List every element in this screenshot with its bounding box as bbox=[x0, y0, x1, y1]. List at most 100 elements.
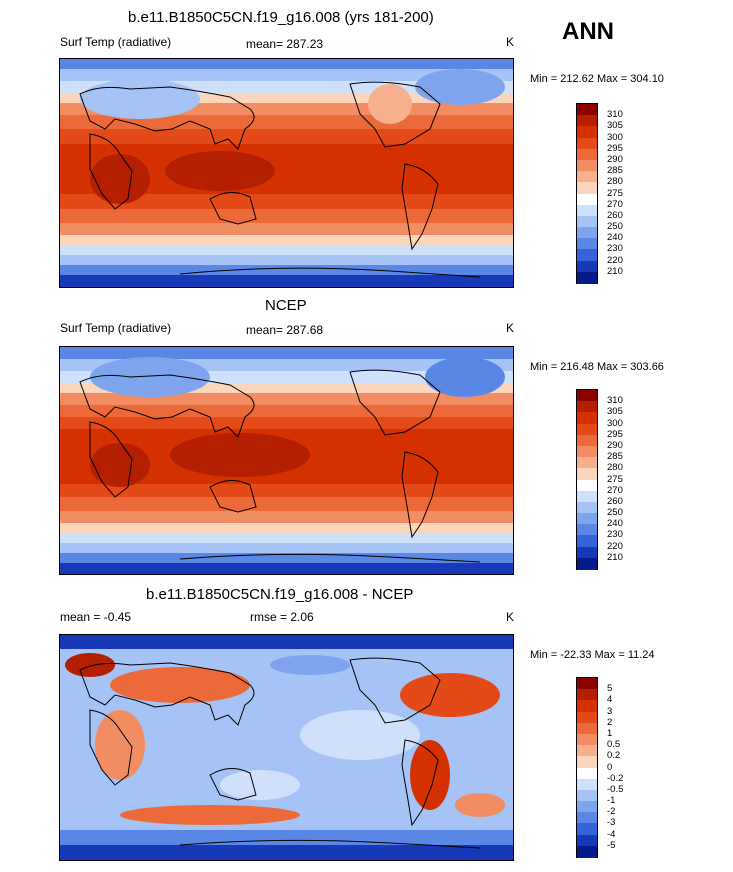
colorbar-tick-label: -2 bbox=[607, 807, 615, 817]
colorbar-swatch bbox=[577, 171, 597, 183]
colorbar-tick-label: 3 bbox=[607, 707, 612, 717]
colorbar-tick-label: 210 bbox=[607, 553, 623, 563]
colorbar-tick-label: 290 bbox=[607, 155, 623, 165]
colorbar-swatch bbox=[577, 412, 597, 424]
colorbar-swatch bbox=[577, 768, 597, 780]
colorbar-swatch bbox=[577, 149, 597, 161]
panel-model-units: K bbox=[506, 35, 514, 49]
colorbar-tick-label: 290 bbox=[607, 441, 623, 451]
colorbar-swatch bbox=[577, 790, 597, 802]
panel-model-title: b.e11.B1850C5CN.f19_g16.008 (yrs 181-200… bbox=[128, 9, 434, 26]
colorbar-swatch bbox=[577, 261, 597, 273]
colorbar-swatch bbox=[577, 689, 597, 701]
colorbar-tick-label: 260 bbox=[607, 211, 623, 221]
colorbar-tick-label: 0.5 bbox=[607, 740, 620, 750]
colorbar-swatch bbox=[577, 216, 597, 228]
colorbar-tick-label: 275 bbox=[607, 475, 623, 485]
colorbar-difference bbox=[576, 677, 598, 858]
colorbar-swatch bbox=[577, 424, 597, 436]
colorbar-swatch bbox=[577, 712, 597, 724]
panel-model-variable: Surf Temp (radiative) bbox=[60, 35, 171, 49]
colorbar-swatch bbox=[577, 272, 597, 284]
colorbar-tick-label: 300 bbox=[607, 133, 623, 143]
panel-obs-minmax: Min = 216.48 Max = 303.66 bbox=[530, 361, 664, 373]
colorbar-tick-label: 310 bbox=[607, 396, 623, 406]
colorbar-tick-label: 230 bbox=[607, 530, 623, 540]
panel-diff-title: b.e11.B1850C5CN.f19_g16.008 - NCEP bbox=[146, 586, 413, 603]
colorbar-swatch bbox=[577, 801, 597, 813]
colorbar-tick-label: 220 bbox=[607, 256, 623, 266]
colorbar-tick-label: 4 bbox=[607, 695, 612, 705]
colorbar-swatch bbox=[577, 138, 597, 150]
colorbar-swatch bbox=[577, 457, 597, 469]
colorbar-swatch bbox=[577, 734, 597, 746]
colorbar-obs bbox=[576, 389, 598, 570]
model-temperature-map bbox=[59, 58, 514, 288]
colorbar-swatch bbox=[577, 835, 597, 847]
colorbar-swatch bbox=[577, 745, 597, 757]
colorbar-swatch bbox=[577, 390, 597, 402]
colorbar-swatch bbox=[577, 678, 597, 690]
ncep-temperature-map bbox=[59, 346, 514, 575]
panel-obs-title: NCEP bbox=[265, 297, 307, 314]
colorbar-tick-label: 2 bbox=[607, 718, 612, 728]
colorbar-model bbox=[576, 103, 598, 284]
colorbar-tick-label: 280 bbox=[607, 463, 623, 473]
colorbar-tick-label: 270 bbox=[607, 200, 623, 210]
colorbar-tick-label: 280 bbox=[607, 177, 623, 187]
colorbar-swatch bbox=[577, 812, 597, 824]
colorbar-tick-label: -1 bbox=[607, 796, 615, 806]
colorbar-swatch bbox=[577, 513, 597, 525]
colorbar-swatch bbox=[577, 160, 597, 172]
colorbar-swatch bbox=[577, 205, 597, 217]
colorbar-swatch bbox=[577, 227, 597, 239]
colorbar-swatch bbox=[577, 182, 597, 194]
colorbar-tick-label: -4 bbox=[607, 830, 615, 840]
colorbar-tick-label: 5 bbox=[607, 684, 612, 694]
panel-model-mean: mean= 287.23 bbox=[246, 37, 323, 51]
colorbar-tick-label: -0.2 bbox=[607, 774, 623, 784]
colorbar-tick-label: 210 bbox=[607, 267, 623, 277]
colorbar-tick-label: 295 bbox=[607, 430, 623, 440]
colorbar-swatch bbox=[577, 502, 597, 514]
colorbar-swatch bbox=[577, 558, 597, 570]
colorbar-tick-label: 300 bbox=[607, 419, 623, 429]
colorbar-swatch bbox=[577, 700, 597, 712]
colorbar-tick-label: 220 bbox=[607, 542, 623, 552]
panel-obs-units: K bbox=[506, 321, 514, 335]
colorbar-tick-label: 305 bbox=[607, 121, 623, 131]
colorbar-swatch bbox=[577, 480, 597, 492]
colorbar-tick-label: 260 bbox=[607, 497, 623, 507]
colorbar-tick-label: 0 bbox=[607, 763, 612, 773]
panel-diff-minmax: Min = -22.33 Max = 11.24 bbox=[530, 649, 655, 661]
colorbar-swatch bbox=[577, 524, 597, 536]
colorbar-tick-label: 250 bbox=[607, 508, 623, 518]
difference-temperature-map bbox=[59, 634, 514, 861]
panel-diff-mean: mean = -0.45 bbox=[60, 610, 131, 624]
colorbar-swatch bbox=[577, 401, 597, 413]
colorbar-swatch bbox=[577, 435, 597, 447]
colorbar-tick-label: 285 bbox=[607, 452, 623, 462]
colorbar-tick-label: 1 bbox=[607, 729, 612, 739]
colorbar-swatch bbox=[577, 723, 597, 735]
panel-model-minmax: Min = 212.62 Max = 304.10 bbox=[530, 73, 664, 85]
colorbar-swatch bbox=[577, 779, 597, 791]
colorbar-tick-label: 270 bbox=[607, 486, 623, 496]
colorbar-tick-label: 275 bbox=[607, 189, 623, 199]
colorbar-swatch bbox=[577, 823, 597, 835]
colorbar-swatch bbox=[577, 547, 597, 559]
panel-obs-variable: Surf Temp (radiative) bbox=[60, 321, 171, 335]
colorbar-tick-label: -3 bbox=[607, 818, 615, 828]
panel-diff-rmse: rmse = 2.06 bbox=[250, 610, 314, 624]
colorbar-swatch bbox=[577, 238, 597, 250]
colorbar-swatch bbox=[577, 115, 597, 127]
panel-obs-mean: mean= 287.68 bbox=[246, 323, 323, 337]
colorbar-swatch bbox=[577, 249, 597, 261]
colorbar-tick-label: 250 bbox=[607, 222, 623, 232]
colorbar-swatch bbox=[577, 446, 597, 458]
colorbar-swatch bbox=[577, 756, 597, 768]
colorbar-tick-label: 285 bbox=[607, 166, 623, 176]
colorbar-tick-label: 230 bbox=[607, 244, 623, 254]
colorbar-swatch bbox=[577, 104, 597, 116]
colorbar-swatch bbox=[577, 535, 597, 547]
